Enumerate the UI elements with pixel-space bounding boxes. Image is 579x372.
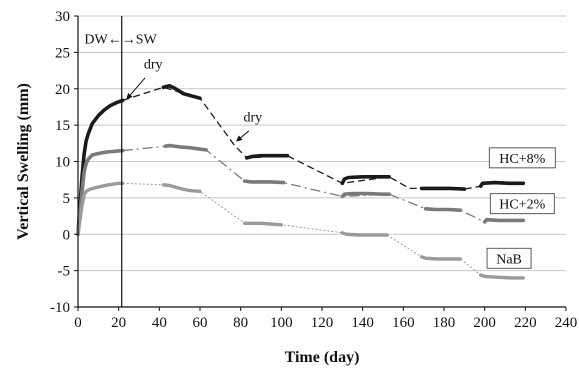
series-hc8-segment-5 bbox=[478, 180, 526, 188]
series-nab-segment-0 bbox=[76, 181, 125, 237]
series-label-box-hc8 bbox=[488, 147, 556, 169]
phase-marker: DW ←→ SW bbox=[84, 16, 158, 307]
y-tick-label-1: -5 bbox=[58, 264, 71, 280]
tick-labels: -10 -5 0 5 10 15 20 25 30 0 20 40 60 80 100 120 140 160 18… bbox=[50, 9, 577, 331]
x-tick-label-3: 60 bbox=[193, 315, 208, 331]
y-axis-title: Vertical Swelling (mm) bbox=[15, 83, 32, 240]
series-label-nab: NaB bbox=[496, 252, 522, 267]
x-tick-label-5: 100 bbox=[270, 315, 293, 331]
series-hc2-segment-5 bbox=[482, 217, 526, 224]
x-tick-label-12: 240 bbox=[555, 315, 578, 331]
series-label-box-hc2 bbox=[489, 193, 555, 215]
x-tick-label-1: 20 bbox=[111, 315, 126, 331]
annotation-arrow-2 bbox=[236, 130, 250, 142]
annotation-dry-1: dry bbox=[144, 57, 163, 72]
series-nab-segment-2 bbox=[242, 221, 283, 227]
x-tick-label-9: 180 bbox=[433, 315, 456, 331]
y-tick-label-6: 20 bbox=[55, 82, 70, 98]
series-nab-segment-5 bbox=[478, 273, 525, 280]
axes bbox=[74, 15, 567, 311]
x-tick-label-0: 0 bbox=[74, 315, 82, 331]
y-tick-label-0: -10 bbox=[50, 300, 70, 316]
annotation-dry-2: dry bbox=[244, 110, 263, 125]
x-tick-label-11: 220 bbox=[514, 315, 537, 331]
series-hc8-segment-2 bbox=[245, 153, 290, 160]
phase-arrow-label: ←→ bbox=[108, 33, 136, 48]
series-hc2-segment-0 bbox=[76, 148, 125, 237]
series-hc2-segment-2 bbox=[242, 179, 286, 185]
x-tick-label-2: 40 bbox=[152, 315, 167, 331]
trend-line-hc8 bbox=[122, 86, 481, 190]
series-hc8-segment-3 bbox=[340, 175, 391, 186]
series-labels: HC+8% HC+2% NaB bbox=[486, 147, 556, 269]
series-nab-segment-3 bbox=[340, 231, 389, 237]
y-tick-label-8: 30 bbox=[55, 9, 70, 25]
y-tick-label-5: 15 bbox=[55, 118, 70, 134]
x-axis-title: Time (day) bbox=[285, 349, 360, 366]
y-tick-label-2: 0 bbox=[63, 227, 71, 243]
x-tick-label-10: 200 bbox=[473, 315, 496, 331]
series-hc8-segment-4 bbox=[419, 186, 467, 191]
series-label-hc2: HC+2% bbox=[499, 198, 545, 213]
series-nab-segment-1 bbox=[161, 183, 202, 194]
series-nab-segment-4 bbox=[419, 255, 462, 261]
x-tick-label-7: 140 bbox=[351, 315, 374, 331]
y-tick-label-4: 10 bbox=[55, 155, 70, 171]
series-hc2-segment-1 bbox=[163, 143, 208, 152]
phase-left-label: DW bbox=[84, 33, 108, 48]
annotations: dry dry bbox=[126, 57, 263, 142]
series-hc2-segment-4 bbox=[423, 207, 463, 212]
x-tick-label-4: 80 bbox=[233, 315, 248, 331]
trend-lines bbox=[122, 86, 485, 276]
annotation-arrow-1 bbox=[126, 77, 146, 100]
measured-series bbox=[76, 84, 526, 280]
series-hc8-segment-1 bbox=[161, 84, 202, 100]
series-hc2-segment-3 bbox=[340, 191, 391, 199]
y-tick-label-3: 5 bbox=[63, 191, 71, 207]
x-tick-label-6: 120 bbox=[311, 315, 334, 331]
x-tick-label-8: 160 bbox=[392, 315, 415, 331]
series-label-box-nab bbox=[486, 247, 532, 269]
series-label-hc8: HC+8% bbox=[499, 152, 545, 167]
y-tick-label-7: 25 bbox=[55, 45, 70, 61]
phase-right-label: SW bbox=[136, 33, 158, 48]
trend-line-nab bbox=[122, 182, 481, 276]
